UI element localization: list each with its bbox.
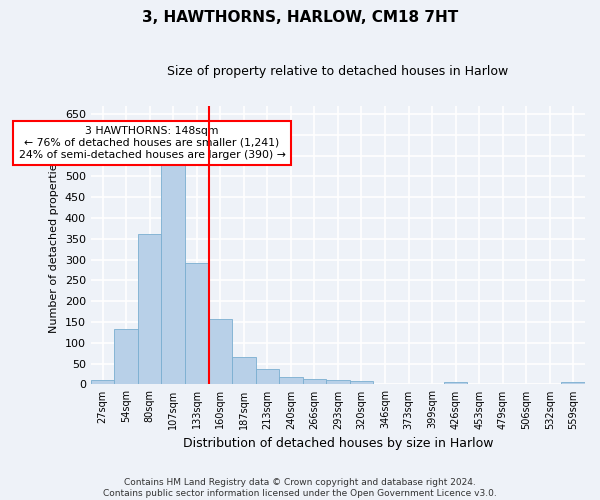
- Bar: [232, 358, 256, 384]
- Text: 3 HAWTHORNS: 148sqm
← 76% of detached houses are smaller (1,241)
24% of semi-det: 3 HAWTHORNS: 148sqm ← 76% of detached ho…: [19, 126, 286, 160]
- Y-axis label: Number of detached properties: Number of detached properties: [49, 158, 59, 332]
- Bar: [562, 382, 585, 384]
- Bar: [209, 318, 232, 384]
- Title: Size of property relative to detached houses in Harlow: Size of property relative to detached ho…: [167, 65, 509, 78]
- Bar: [350, 381, 373, 384]
- Bar: [279, 378, 302, 384]
- Bar: [444, 382, 467, 384]
- Bar: [326, 380, 350, 384]
- Bar: [115, 330, 138, 384]
- Bar: [256, 368, 279, 384]
- Text: Contains HM Land Registry data © Crown copyright and database right 2024.
Contai: Contains HM Land Registry data © Crown c…: [103, 478, 497, 498]
- Text: 3, HAWTHORNS, HARLOW, CM18 7HT: 3, HAWTHORNS, HARLOW, CM18 7HT: [142, 10, 458, 25]
- Bar: [161, 162, 185, 384]
- Bar: [185, 263, 209, 384]
- X-axis label: Distribution of detached houses by size in Harlow: Distribution of detached houses by size …: [182, 437, 493, 450]
- Bar: [138, 234, 161, 384]
- Bar: [91, 380, 115, 384]
- Bar: [302, 379, 326, 384]
